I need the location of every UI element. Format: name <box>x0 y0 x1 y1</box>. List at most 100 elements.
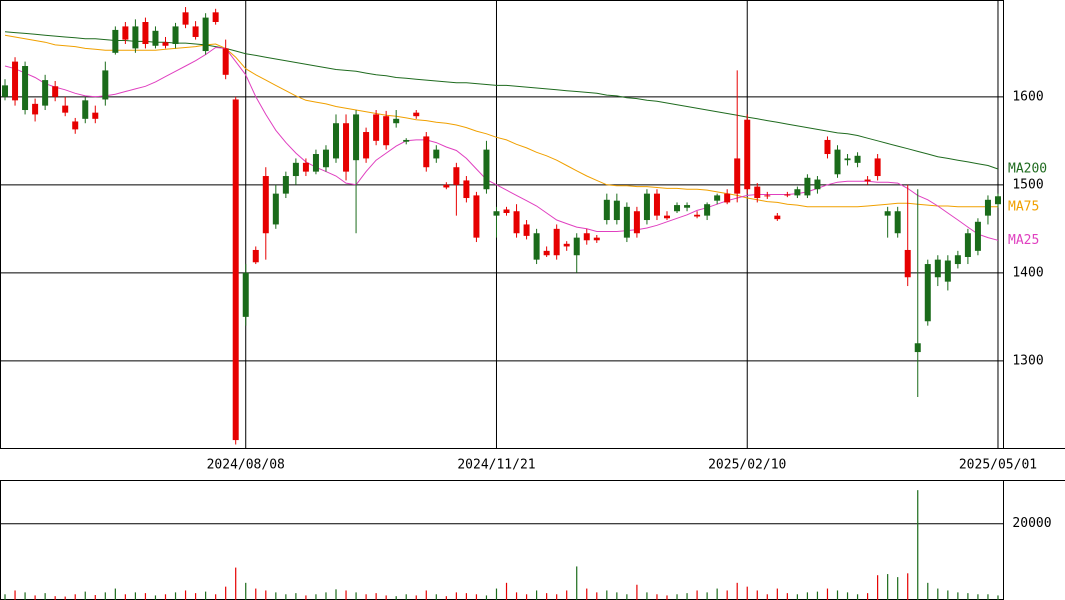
candle-body <box>152 30 159 46</box>
volume-bar <box>796 594 798 600</box>
volume-bar <box>164 594 167 600</box>
volume-bar <box>897 577 899 600</box>
y-tick-label: 1300 <box>1012 353 1043 368</box>
candle-body <box>102 70 109 100</box>
candle-body <box>714 195 721 201</box>
volume-bar <box>957 592 959 600</box>
volume-bar <box>566 590 568 600</box>
candle-body <box>232 99 239 441</box>
volume-bar <box>937 588 939 600</box>
candle-body <box>563 243 570 247</box>
volume-bar <box>736 582 738 600</box>
volume-bar <box>24 592 26 600</box>
volume-bar <box>576 566 578 600</box>
volume-bar <box>94 595 96 600</box>
volume-bar <box>686 593 688 600</box>
candle-body <box>864 179 871 182</box>
volume-bar <box>927 582 929 600</box>
volume-bar <box>415 595 417 600</box>
candle-body <box>674 205 681 212</box>
candle-body <box>984 199 991 216</box>
candle-body <box>643 193 650 221</box>
candle-body <box>754 186 761 199</box>
candle-body <box>734 158 741 194</box>
moving-average-line <box>4 31 999 170</box>
volume-bar <box>64 596 66 600</box>
candle-body <box>794 189 801 196</box>
y-tick-label: 1600 <box>1012 89 1043 104</box>
candle-body <box>82 100 89 119</box>
volume-bar <box>225 586 227 600</box>
candle-body <box>904 249 911 278</box>
candle-body <box>503 209 510 213</box>
volume-bar <box>776 588 778 600</box>
volume-bar <box>666 595 668 600</box>
volume-bar <box>355 592 357 600</box>
volume-bar <box>756 590 758 600</box>
volume-bar <box>174 592 177 600</box>
candle-body <box>353 114 360 161</box>
volume-bar <box>977 594 979 600</box>
candle-body <box>894 211 901 234</box>
volume-bar <box>866 593 869 600</box>
candle-body <box>312 154 319 172</box>
volume-bar <box>726 590 728 600</box>
volume-bar <box>826 588 829 600</box>
candle-body <box>764 195 771 197</box>
volume-bar <box>255 588 257 600</box>
volume-bar <box>706 592 708 600</box>
candle-body <box>483 149 490 190</box>
volume-bar <box>335 589 337 600</box>
candle-body <box>914 343 921 353</box>
volume-bar <box>245 582 247 600</box>
volume-bar <box>646 592 648 600</box>
volume-bar <box>465 593 467 600</box>
candle-body <box>513 211 520 234</box>
candle-body <box>282 176 289 194</box>
volume-bar <box>205 591 207 600</box>
candle-body <box>433 149 440 159</box>
volume-bar <box>656 594 658 600</box>
volume-bar <box>54 596 56 600</box>
candle-body <box>623 206 630 238</box>
candle-body <box>603 199 610 221</box>
candle-body <box>884 211 891 216</box>
moving-average-line <box>4 46 999 241</box>
volume-bar <box>676 594 678 600</box>
volume-bar <box>836 590 839 600</box>
candle-body <box>854 155 861 163</box>
volume-bar <box>84 591 86 600</box>
candle-body <box>22 66 29 111</box>
x-tick-label: 2025/05/01 <box>959 458 1037 473</box>
candle-body <box>32 103 39 115</box>
volume-bar <box>425 590 427 600</box>
candle-body <box>122 26 129 40</box>
volume-bar <box>134 592 137 600</box>
volume-bar <box>806 592 809 600</box>
volume-bar <box>365 594 367 600</box>
candle-body <box>964 233 971 258</box>
candle-body <box>72 121 79 130</box>
candle-body <box>694 214 701 217</box>
volume-bar <box>616 592 618 600</box>
candle-body <box>92 112 99 119</box>
candle-body <box>924 264 931 322</box>
volume-bar <box>846 592 849 600</box>
volume-bar <box>325 592 327 600</box>
candle-body <box>633 211 640 234</box>
candle-body <box>202 17 209 52</box>
volume-bar <box>124 594 126 600</box>
candle-body <box>463 180 470 199</box>
volume-bar <box>295 593 297 600</box>
candle-body <box>242 272 249 317</box>
volume-bar <box>74 594 76 600</box>
volume-bar <box>515 592 518 600</box>
candle-body <box>724 193 731 203</box>
volume-bar <box>44 593 46 600</box>
candle-body <box>423 136 430 168</box>
candle-body <box>844 158 851 161</box>
volume-bar <box>405 594 407 600</box>
volume-bar <box>786 593 788 600</box>
candle-body <box>944 260 951 282</box>
